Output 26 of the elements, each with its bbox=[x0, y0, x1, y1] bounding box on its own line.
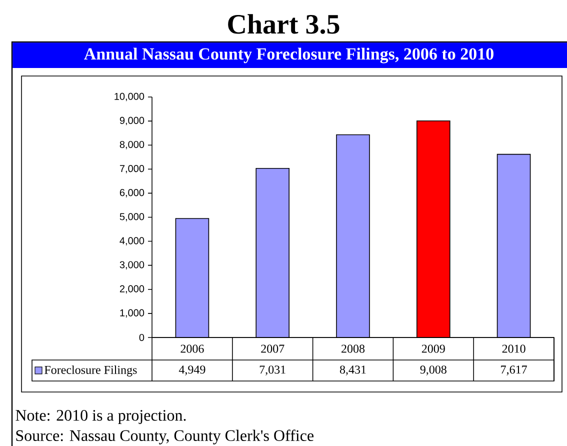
y-tick-label: 4,000 bbox=[120, 237, 144, 246]
data-label: 9,008 bbox=[420, 366, 446, 376]
source-note: Source: Nassau County, County Clerk's Office bbox=[16, 430, 314, 444]
data-label: 7,031 bbox=[260, 366, 286, 376]
y-tick-label: 1,000 bbox=[120, 309, 144, 318]
y-tick-label: 7,000 bbox=[120, 165, 144, 174]
y-tick-label: 2,000 bbox=[120, 285, 144, 294]
y-tick-label: 3,000 bbox=[120, 261, 144, 270]
data-label: 8,431 bbox=[340, 366, 366, 376]
y-tick-label: 6,000 bbox=[120, 189, 144, 198]
data-label: 4,949 bbox=[178, 366, 206, 376]
y-tick-label: 0 bbox=[139, 334, 144, 342]
chart-title: Chart 3.5 bbox=[228, 14, 340, 34]
x-tick-label: 2009 bbox=[422, 344, 445, 353]
legend-label: Foreclosure Filings bbox=[44, 366, 137, 376]
x-tick-label: 2007 bbox=[261, 344, 284, 353]
y-tick-label: 10,000 bbox=[114, 92, 144, 102]
chart-subtitle: Annual Nassau County Foreclosure Filings, 2006 to 2010 bbox=[84, 48, 494, 64]
data-label: 7,617 bbox=[501, 366, 527, 376]
x-tick-label: 2006 bbox=[180, 344, 204, 353]
y-tick-label: 9,000 bbox=[120, 116, 144, 126]
x-tick-label: 2010 bbox=[502, 344, 526, 353]
text: Note: 2010 is a projection. bbox=[16, 410, 186, 424]
x-tick-label: 2008 bbox=[342, 344, 365, 353]
y-tick-label: 8,000 bbox=[120, 140, 144, 150]
y-tick-label: 5,000 bbox=[120, 213, 144, 222]
